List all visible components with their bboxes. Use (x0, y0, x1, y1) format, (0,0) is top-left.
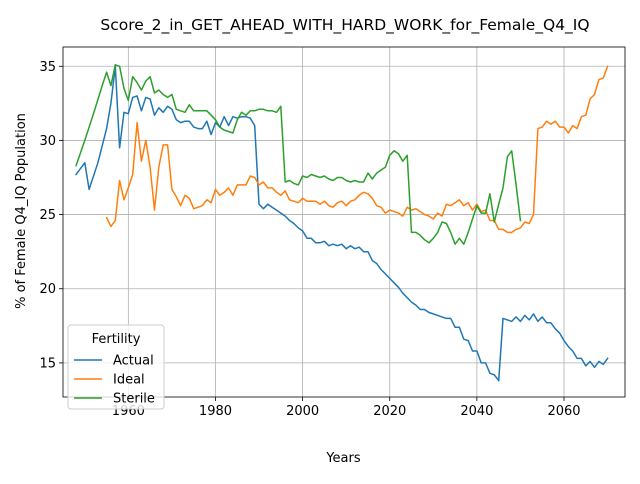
y-tick-label: 30 (39, 134, 56, 149)
y-tick-label: 35 (39, 60, 56, 75)
legend-label-actual: Actual (113, 354, 154, 369)
y-tick-label: 20 (39, 282, 56, 297)
series-line-ideal (105, 65, 609, 234)
x-tick-label: 2000 (286, 404, 319, 419)
legend-label-sterile: Sterile (113, 392, 155, 407)
series-line-sterile (75, 64, 522, 245)
series-line-actual (75, 65, 609, 382)
legend-items: Actual Ideal Sterile (74, 354, 155, 407)
x-tick-label: 1980 (199, 404, 232, 419)
legend-label-ideal: Ideal (113, 373, 145, 388)
y-tick-label: 25 (39, 208, 56, 223)
x-tick-label: 2020 (373, 404, 406, 419)
legend: Fertility Actual Ideal Sterile (67, 324, 165, 410)
x-axis-label: Years (325, 451, 361, 466)
x-tick-label: 2040 (460, 404, 493, 419)
grid-lines (63, 47, 625, 397)
legend-title: Fertility (92, 332, 141, 347)
chart-title: Score_2_in_GET_AHEAD_WITH_HARD_WORK_for_… (100, 16, 589, 35)
series-lines (75, 64, 609, 382)
y-axis-label: % of Female Q4_IQ Population (14, 113, 29, 309)
y-tick-label: 15 (39, 356, 56, 371)
x-tick-label: 2060 (547, 404, 580, 419)
plot-frame (62, 46, 626, 398)
legend-box (67, 324, 165, 410)
